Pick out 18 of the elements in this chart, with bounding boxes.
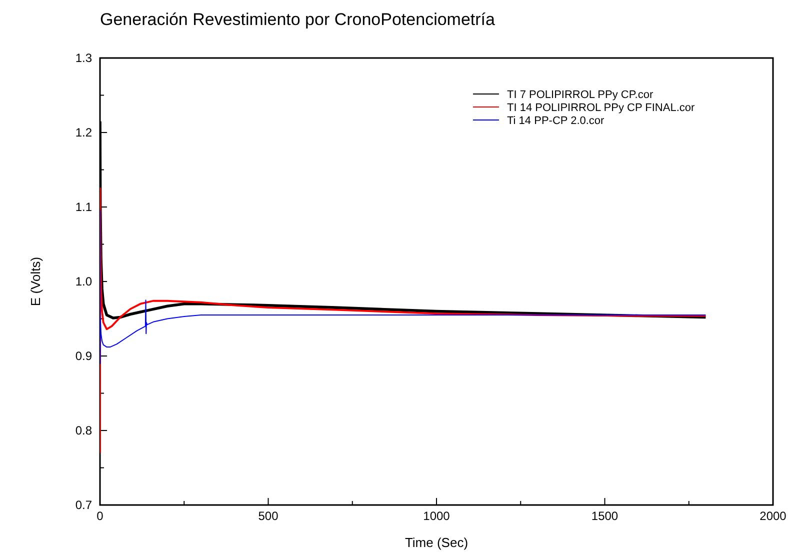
x-tick-label: 1500 xyxy=(591,509,618,523)
x-tick-label: 500 xyxy=(258,509,279,523)
y-tick-label: 0.7 xyxy=(75,498,92,512)
legend-label: Ti 14 PP-CP 2.0.cor xyxy=(507,115,605,127)
y-tick-label: 1.1 xyxy=(75,200,92,214)
y-tick-label: 0.9 xyxy=(75,349,92,363)
y-tick-label: 1.3 xyxy=(75,51,92,65)
y-tick-label: 0.8 xyxy=(75,424,92,438)
y-tick-label: 1.2 xyxy=(75,126,92,140)
x-tick-label: 0 xyxy=(96,509,104,523)
x-tick-label: 1000 xyxy=(423,509,450,523)
y-tick-label: 1.0 xyxy=(75,274,92,288)
legend-label: TI 14 POLIPIRROL PPy CP FINAL.cor xyxy=(507,102,696,114)
legend-label: TI 7 POLIPIRROL PPy CP.cor xyxy=(507,89,654,101)
x-tick-label: 2000 xyxy=(760,509,787,523)
y-axis-title: E (Volts) xyxy=(28,256,43,306)
chart-title: Generación Revestimiento por CronoPotenciometría xyxy=(100,10,496,29)
x-axis-title: Time (Sec) xyxy=(404,535,468,550)
